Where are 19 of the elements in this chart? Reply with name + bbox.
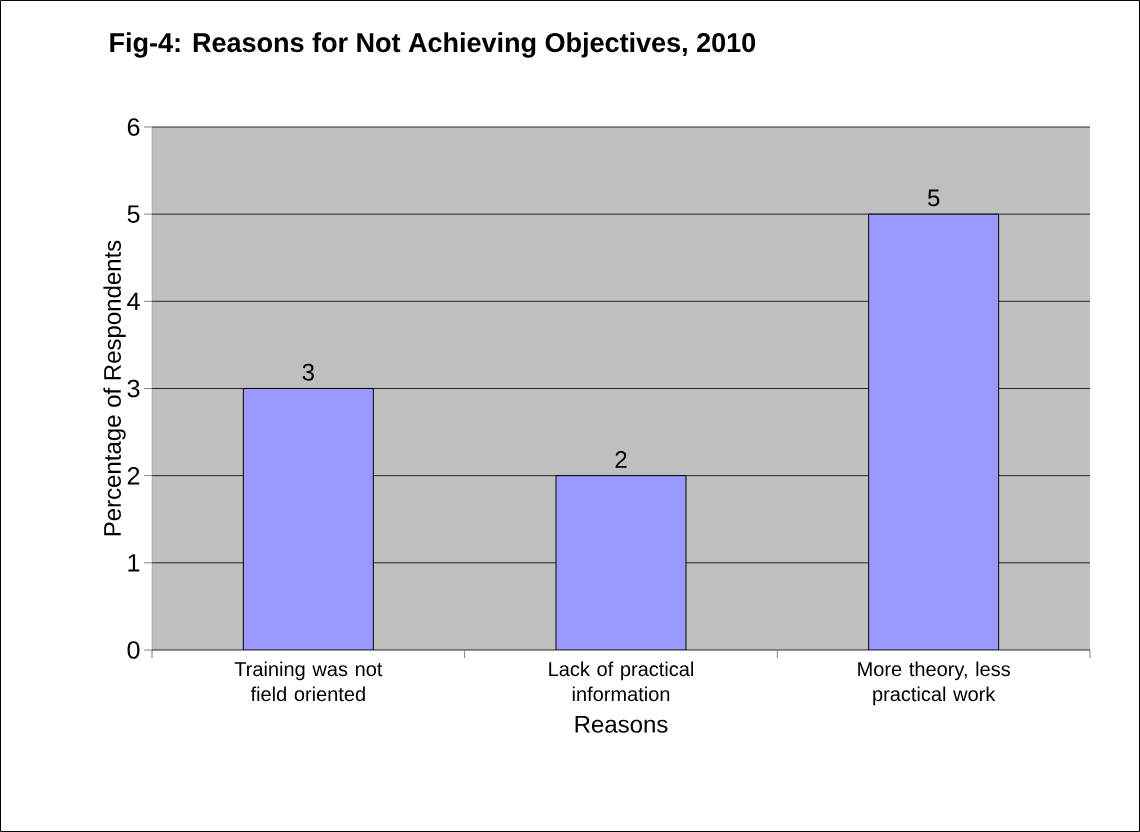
y-tick-label: 4 [127, 292, 140, 310]
x-tick-label: Lack of practical information [549, 661, 693, 702]
x-axis-title: Reasons [575, 716, 668, 733]
y-tick-label: 2 [127, 466, 140, 485]
y-tick-label: 0 [127, 641, 140, 659]
data-label: 3 [302, 363, 314, 381]
bar [868, 213, 1000, 650]
x-tick-label: Training was not field oriented [234, 661, 383, 702]
y-tick-label: 1 [128, 554, 140, 572]
y-tick-label: 6 [127, 118, 140, 136]
bar [555, 475, 687, 650]
data-label: 5 [927, 189, 940, 207]
y-axis-title: Percentage of Respondents [103, 240, 126, 536]
chart-title: Fig-4: Reasons for Not Achieving Objectives, 2010 [110, 32, 756, 58]
x-tick-label: More theory, less practical work [858, 661, 1010, 706]
bar [242, 387, 374, 650]
y-tick-label: 3 [127, 379, 140, 398]
y-tick-label: 5 [127, 205, 140, 223]
data-label: 2 [615, 451, 627, 468]
